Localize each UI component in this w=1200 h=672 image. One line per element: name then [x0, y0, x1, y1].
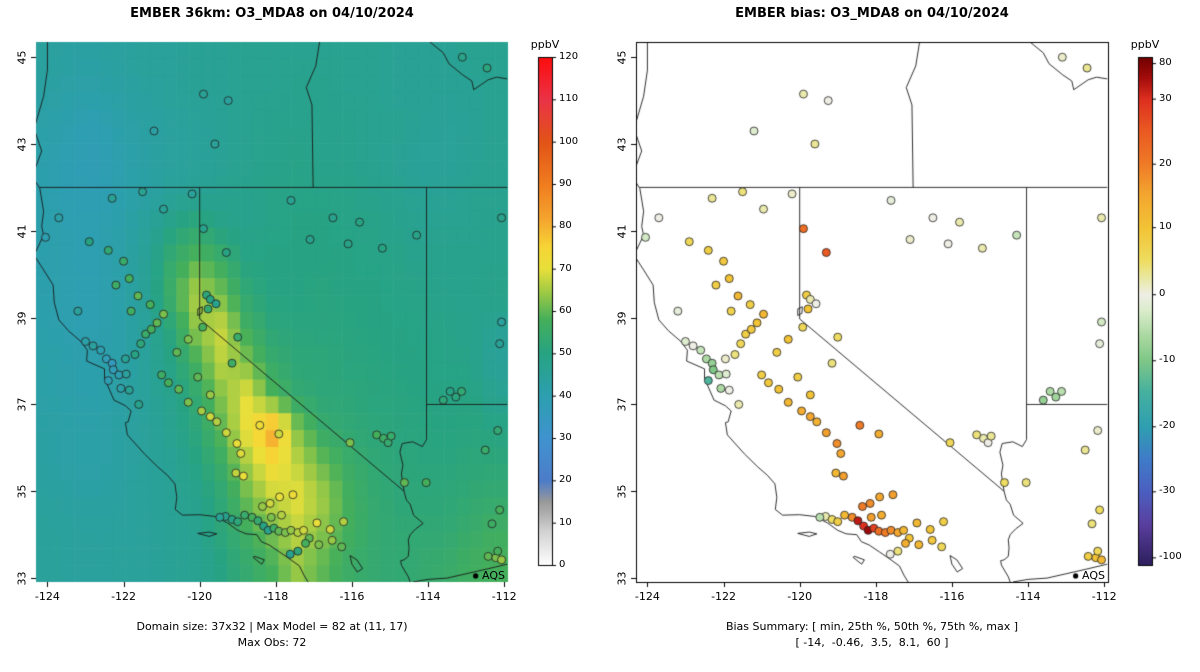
colorbar-tick-label: 90 [559, 178, 572, 189]
colorbar-tick-label: 30 [1159, 92, 1172, 104]
y-tick-label: 45 [615, 50, 629, 65]
model-map-canvas [0, 0, 600, 672]
aqs-legend-label: AQS [1082, 569, 1105, 582]
bias-footer-line2: [ -14, -0.46, 3.5, 8.1, 60 ] [795, 636, 949, 649]
colorbar-tick-label: 20 [559, 474, 572, 486]
colorbar-tick-label: 100 [559, 135, 579, 147]
model-map-title: EMBER 36km: O3_MDA8 on 04/10/2024 [130, 6, 414, 21]
y-tick-label: 43 [615, 137, 629, 152]
x-tick-label: -112 [1091, 590, 1117, 603]
bias-colorbar-unit-label: ppbV [1130, 38, 1160, 51]
y-tick-label: 45 [15, 50, 29, 65]
model-map-panel: EMBER 36km: O3_MDA8 on 04/10/2024 ppbV A… [0, 0, 600, 672]
x-tick-label: -114 [1015, 590, 1041, 603]
colorbar-tick-label: 0 [1159, 288, 1166, 300]
model-footer-line2: Max Obs: 72 [237, 636, 307, 649]
colorbar-tick-label: -100 [1159, 551, 1182, 563]
aqs-legend-label: AQS [482, 569, 505, 582]
model-colorbar-unit-label: ppbV [530, 38, 560, 51]
x-tick-label: -124 [634, 590, 660, 603]
y-tick-label: 39 [615, 311, 629, 326]
colorbar-tick-label: -10 [1159, 354, 1176, 366]
y-tick-label: 35 [15, 484, 29, 499]
y-tick-label: 41 [15, 224, 29, 239]
x-tick-label: -116 [339, 590, 365, 603]
y-tick-label: 33 [15, 571, 29, 586]
x-tick-label: -122 [711, 590, 737, 603]
y-tick-label: 37 [615, 397, 629, 412]
y-tick-label: 35 [615, 484, 629, 499]
colorbar-tick-label: 70 [559, 262, 572, 274]
x-tick-label: -124 [34, 590, 60, 603]
x-tick-label: -114 [415, 590, 441, 603]
y-tick-label: 37 [15, 397, 29, 412]
y-tick-label: 41 [615, 224, 629, 239]
colorbar-tick-label: 40 [559, 389, 572, 401]
colorbar-tick-label: -20 [1159, 420, 1176, 432]
colorbar-tick-label: 110 [559, 93, 579, 105]
x-tick-label: -116 [939, 590, 965, 603]
bias-footer-line1: Bias Summary: [ min, 25th %, 50th %, 75t… [725, 620, 1019, 633]
model-footer-line1: Domain size: 37x32 | Max Model = 82 at (… [136, 620, 408, 633]
x-tick-label: -118 [263, 590, 289, 603]
bias-map-canvas [600, 0, 1200, 672]
x-tick-label: -122 [111, 590, 137, 603]
colorbar-tick-label: 0 [559, 559, 566, 570]
x-tick-label: -112 [491, 590, 517, 603]
x-tick-label: -118 [863, 590, 889, 603]
colorbar-tick-label: 80 [559, 220, 572, 232]
colorbar-tick-label: 30 [559, 432, 572, 443]
x-tick-label: -120 [787, 590, 813, 603]
colorbar-tick-label: 60 [559, 305, 572, 316]
colorbar-tick-label: 10 [559, 516, 572, 528]
colorbar-tick-label: 120 [559, 51, 579, 62]
y-tick-label: 33 [615, 571, 629, 586]
y-tick-label: 39 [15, 311, 29, 326]
colorbar-tick-label: 20 [1159, 157, 1172, 169]
colorbar-tick-label: 50 [559, 347, 572, 359]
bias-map-panel: EMBER bias: O3_MDA8 on 04/10/2024 ppbV A… [600, 0, 1200, 672]
colorbar-tick-label: 10 [1159, 221, 1172, 233]
colorbar-tick-label: -30 [1159, 485, 1176, 497]
bias-map-title: EMBER bias: O3_MDA8 on 04/10/2024 [735, 6, 1009, 21]
x-tick-label: -120 [187, 590, 213, 603]
y-tick-label: 43 [15, 137, 29, 152]
colorbar-tick-label: 80 [1159, 57, 1172, 69]
